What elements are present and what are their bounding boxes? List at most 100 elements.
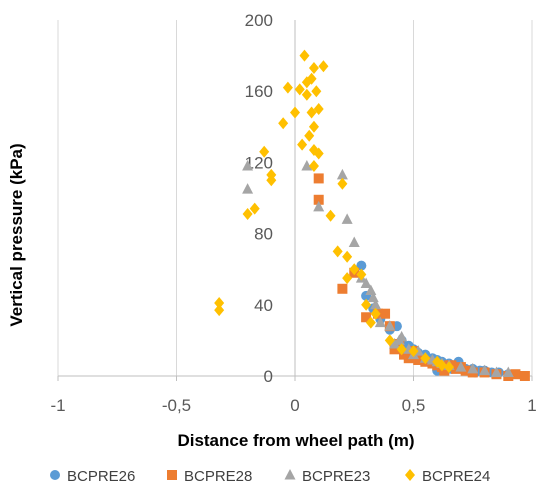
- data-point: [396, 343, 407, 356]
- x-tick-label: 0,5: [402, 396, 426, 415]
- data-point: [325, 209, 336, 222]
- data-points: [214, 49, 530, 381]
- data-point: [336, 168, 348, 180]
- series-bcpre23: [242, 159, 514, 377]
- data-point: [380, 308, 391, 319]
- data-point: [214, 304, 225, 317]
- data-point: [365, 316, 376, 329]
- data-point: [360, 277, 372, 288]
- data-point: [308, 120, 319, 133]
- data-point: [313, 103, 324, 115]
- data-point: [393, 334, 405, 345]
- data-point: [370, 298, 382, 310]
- x-tick-label: -1: [50, 396, 65, 415]
- data-point: [311, 85, 322, 98]
- legend: BCPRE26 BCPRE28 BCPRE23 BCPRE24: [50, 468, 490, 485]
- x-tick-label: -0,5: [162, 396, 191, 415]
- data-point: [294, 83, 305, 96]
- data-point: [332, 245, 343, 258]
- x-tick-labels: -1 -0,5 0 0,5 1: [50, 396, 536, 415]
- data-point: [439, 365, 450, 376]
- data-point: [349, 263, 360, 276]
- x-tick-label: 1: [527, 396, 536, 415]
- data-point: [374, 316, 386, 328]
- data-point: [356, 268, 367, 281]
- data-point: [420, 352, 431, 365]
- data-point: [444, 361, 455, 374]
- data-point: [313, 147, 324, 160]
- data-point: [313, 200, 325, 212]
- data-point: [436, 359, 447, 372]
- legend-marker: [50, 470, 60, 480]
- gridlines: [57, 20, 533, 376]
- data-point: [299, 49, 310, 62]
- data-point: [318, 60, 329, 73]
- legend-item-bcpre24: BCPRE24: [405, 468, 490, 485]
- data-point: [361, 298, 372, 311]
- data-point: [367, 291, 379, 303]
- legend-item-bcpre26: BCPRE26: [50, 468, 135, 485]
- data-point: [341, 213, 353, 224]
- data-point: [384, 334, 395, 347]
- data-point: [249, 202, 260, 215]
- data-point: [242, 183, 254, 194]
- data-point: [370, 307, 381, 320]
- legend-marker: [167, 470, 177, 480]
- y-tick-label: 120: [245, 153, 273, 172]
- axes: [57, 20, 533, 381]
- data-point: [278, 117, 289, 130]
- data-point: [242, 159, 254, 171]
- y-tick-label: 80: [254, 225, 273, 244]
- data-point: [242, 208, 253, 221]
- data-point: [337, 177, 348, 190]
- series-bcpre24: [214, 49, 455, 374]
- y-axis-title: Vertical pressure (kPa): [7, 143, 26, 326]
- x-tick-label: 0: [290, 396, 299, 415]
- data-point: [297, 138, 308, 151]
- data-point: [313, 173, 324, 184]
- data-point: [266, 174, 277, 187]
- data-point: [389, 344, 400, 355]
- legend-marker: [284, 469, 296, 480]
- y-tick-label: 40: [254, 296, 273, 315]
- data-point: [304, 129, 315, 142]
- y-tick-labels: 0 40 80 120 160 200: [245, 11, 273, 386]
- data-point: [467, 362, 479, 374]
- data-point: [214, 297, 225, 310]
- data-point: [337, 283, 348, 294]
- data-point: [502, 366, 514, 377]
- legend-label: BCPRE28: [184, 468, 252, 485]
- data-point: [510, 369, 521, 380]
- data-point: [348, 236, 360, 247]
- x-axis-title: Distance from wheel path (m): [177, 431, 414, 450]
- data-point: [301, 159, 313, 171]
- y-tick-label: 0: [264, 367, 273, 386]
- legend-item-bcpre28: BCPRE28: [167, 468, 252, 485]
- legend-label: BCPRE26: [67, 468, 135, 485]
- data-point: [308, 62, 319, 75]
- data-point: [308, 159, 319, 172]
- data-point: [342, 272, 353, 285]
- data-point: [384, 320, 396, 331]
- data-point: [413, 354, 424, 365]
- data-point: [313, 194, 324, 205]
- data-point: [342, 250, 353, 263]
- y-tick-label: 200: [245, 11, 273, 30]
- data-point: [259, 145, 270, 158]
- data-point: [306, 106, 317, 119]
- data-point: [282, 81, 293, 94]
- data-point: [408, 345, 419, 358]
- data-point: [479, 364, 491, 376]
- y-tick-label: 160: [245, 82, 273, 101]
- legend-label: BCPRE24: [422, 468, 490, 485]
- data-point: [361, 312, 372, 323]
- data-point: [490, 366, 502, 377]
- data-point: [455, 361, 467, 372]
- data-point: [519, 371, 530, 381]
- data-point: [301, 88, 312, 101]
- data-point: [290, 106, 300, 119]
- legend-label: BCPRE23: [302, 468, 370, 485]
- legend-marker: [405, 469, 415, 481]
